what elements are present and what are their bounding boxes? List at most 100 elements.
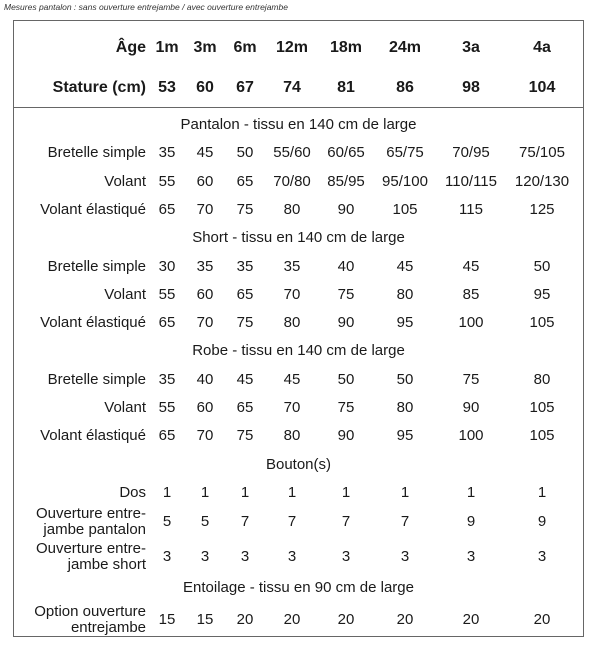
row-label: Volant	[104, 172, 146, 190]
table-cell: 65	[236, 285, 254, 303]
table-cell: 55	[158, 285, 176, 303]
table-cell: 70/80	[273, 172, 311, 190]
table-cell: 65	[236, 172, 254, 190]
table-cell: 90	[337, 427, 355, 445]
table-cell: 50	[236, 144, 254, 162]
header-cell: 12m	[275, 39, 309, 56]
header-cell: 67	[236, 79, 254, 96]
table-cell: 35	[158, 370, 176, 388]
table-cell: 70	[196, 427, 214, 445]
header-cell: 86	[396, 79, 414, 96]
header-cell: 104	[528, 79, 556, 96]
table-cell: 90	[337, 200, 355, 218]
table-cell: 7	[341, 513, 351, 530]
table-cell: 9	[537, 513, 547, 530]
table-cell: 1	[240, 483, 250, 501]
table-cell: 35	[158, 144, 176, 162]
table-cell: 40	[196, 370, 214, 388]
table-cell: 70	[283, 285, 301, 303]
table-cell: 1	[287, 483, 297, 501]
table-cell: 20	[396, 611, 414, 628]
row-label: Bretelle simple	[47, 257, 146, 275]
table-cell: 35	[236, 257, 254, 275]
table-cell: 1	[466, 483, 476, 501]
table-cell: 7	[287, 513, 297, 530]
table-cell: 80	[533, 370, 551, 388]
table-cell: 55	[158, 399, 176, 416]
table-cell: 1	[162, 483, 172, 501]
table-cell: 70	[196, 200, 214, 218]
table-border	[13, 20, 584, 637]
table-cell: 15	[158, 611, 176, 628]
table-cell: 90	[462, 399, 480, 416]
header-cell: 4a	[533, 39, 551, 56]
header-separator	[13, 107, 584, 108]
table-cell: 50	[396, 370, 414, 388]
caption: Mesures pantalon : sans ouverture entrej…	[4, 2, 288, 12]
header-label: Stature (cm)	[52, 79, 146, 96]
table-cell: 3	[537, 548, 547, 565]
table-cell: 45	[236, 370, 254, 388]
table-cell: 75	[236, 427, 254, 445]
table-cell: 75/105	[519, 144, 565, 162]
table-cell: 3	[341, 548, 351, 565]
table-cell: 120/130	[514, 172, 570, 190]
table-cell: 20	[337, 611, 355, 628]
table-cell: 70/95	[452, 144, 490, 162]
table-cell: 1	[400, 483, 410, 501]
table-cell: 7	[400, 513, 410, 530]
table-cell: 50	[337, 370, 355, 388]
table-cell: 80	[283, 427, 301, 445]
table-cell: 55/60	[273, 144, 311, 162]
table-cell: 65	[158, 314, 176, 332]
table-cell: 3	[466, 548, 476, 565]
table-cell: 3	[240, 548, 250, 565]
table-cell: 75	[236, 200, 254, 218]
table-cell: 3	[287, 548, 297, 565]
table-cell: 45	[283, 370, 301, 388]
table-cell: 55	[158, 172, 176, 190]
table-cell: 105	[392, 200, 418, 218]
table-cell: 75	[337, 399, 355, 416]
table-cell: 20	[283, 611, 301, 628]
table-cell: 35	[283, 257, 301, 275]
header-cell: 1m	[155, 39, 179, 56]
table-cell: 125	[529, 200, 555, 218]
row-label: Volant élastiqué	[40, 427, 146, 445]
header-cell: 6m	[233, 39, 257, 56]
table-cell: 9	[466, 513, 476, 530]
table-cell: 70	[196, 314, 214, 332]
row-label: Volant élastiqué	[40, 314, 146, 332]
table-cell: 95	[533, 285, 551, 303]
table-cell: 80	[283, 200, 301, 218]
table-cell: 20	[533, 611, 551, 628]
header-label: Âge	[115, 39, 146, 56]
table-cell: 1	[537, 483, 547, 501]
header-cell: 60	[196, 79, 214, 96]
header-cell: 3m	[193, 39, 217, 56]
section-title: Short - tissu en 140 cm de large	[192, 229, 405, 247]
table-cell: 95/100	[382, 172, 428, 190]
table-cell: 110/115	[445, 172, 497, 190]
table-cell: 65	[158, 427, 176, 445]
table-cell: 95	[396, 427, 414, 445]
row-label: Option ouverture entrejambe	[34, 603, 146, 636]
table-cell: 5	[162, 513, 172, 530]
row-label: Bretelle simple	[47, 144, 146, 162]
table-cell: 3	[162, 548, 172, 565]
table-cell: 30	[158, 257, 176, 275]
table-cell: 50	[533, 257, 551, 275]
table-cell: 3	[200, 548, 210, 565]
table-cell: 40	[337, 257, 355, 275]
table-cell: 60	[196, 399, 214, 416]
table-cell: 60	[196, 285, 214, 303]
table-cell: 20	[462, 611, 480, 628]
table-cell: 15	[196, 611, 214, 628]
table-cell: 85/95	[327, 172, 365, 190]
row-label: Volant	[104, 399, 146, 416]
header-cell: 18m	[329, 39, 363, 56]
header-cell: 3a	[462, 39, 480, 56]
row-label: Ouverture entre-jambe short	[35, 540, 146, 573]
table-cell: 90	[337, 314, 355, 332]
